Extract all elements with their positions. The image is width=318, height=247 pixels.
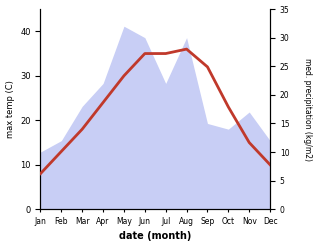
- X-axis label: date (month): date (month): [119, 231, 191, 242]
- Y-axis label: med. precipitation (kg/m2): med. precipitation (kg/m2): [303, 58, 313, 161]
- Y-axis label: max temp (C): max temp (C): [5, 80, 15, 138]
